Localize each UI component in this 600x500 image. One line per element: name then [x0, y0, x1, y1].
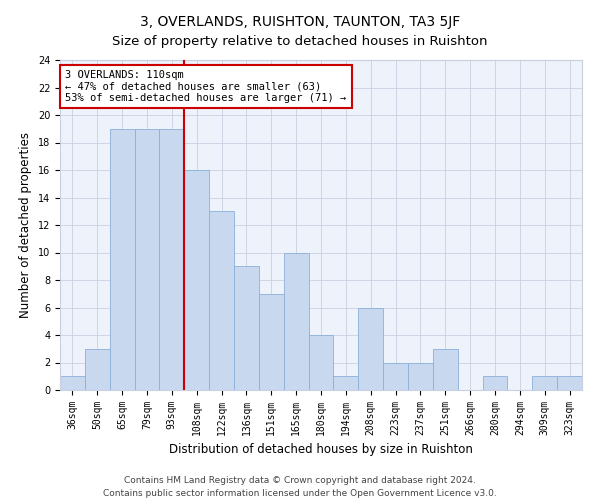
- Bar: [358, 308, 383, 390]
- Text: Size of property relative to detached houses in Ruishton: Size of property relative to detached ho…: [112, 35, 488, 48]
- Bar: [334, 376, 358, 390]
- Bar: [259, 294, 284, 390]
- Bar: [234, 266, 259, 390]
- Text: 3 OVERLANDS: 110sqm
← 47% of detached houses are smaller (63)
53% of semi-detach: 3 OVERLANDS: 110sqm ← 47% of detached ho…: [65, 70, 346, 103]
- Bar: [110, 128, 134, 390]
- Bar: [134, 128, 160, 390]
- Bar: [557, 376, 582, 390]
- Bar: [60, 376, 85, 390]
- X-axis label: Distribution of detached houses by size in Ruishton: Distribution of detached houses by size …: [169, 444, 473, 456]
- Bar: [284, 252, 308, 390]
- Text: Contains HM Land Registry data © Crown copyright and database right 2024.
Contai: Contains HM Land Registry data © Crown c…: [103, 476, 497, 498]
- Bar: [383, 362, 408, 390]
- Bar: [85, 349, 110, 390]
- Bar: [209, 211, 234, 390]
- Bar: [184, 170, 209, 390]
- Text: 3, OVERLANDS, RUISHTON, TAUNTON, TA3 5JF: 3, OVERLANDS, RUISHTON, TAUNTON, TA3 5JF: [140, 15, 460, 29]
- Bar: [160, 128, 184, 390]
- Bar: [308, 335, 334, 390]
- Y-axis label: Number of detached properties: Number of detached properties: [19, 132, 32, 318]
- Bar: [532, 376, 557, 390]
- Bar: [408, 362, 433, 390]
- Bar: [482, 376, 508, 390]
- Bar: [433, 349, 458, 390]
